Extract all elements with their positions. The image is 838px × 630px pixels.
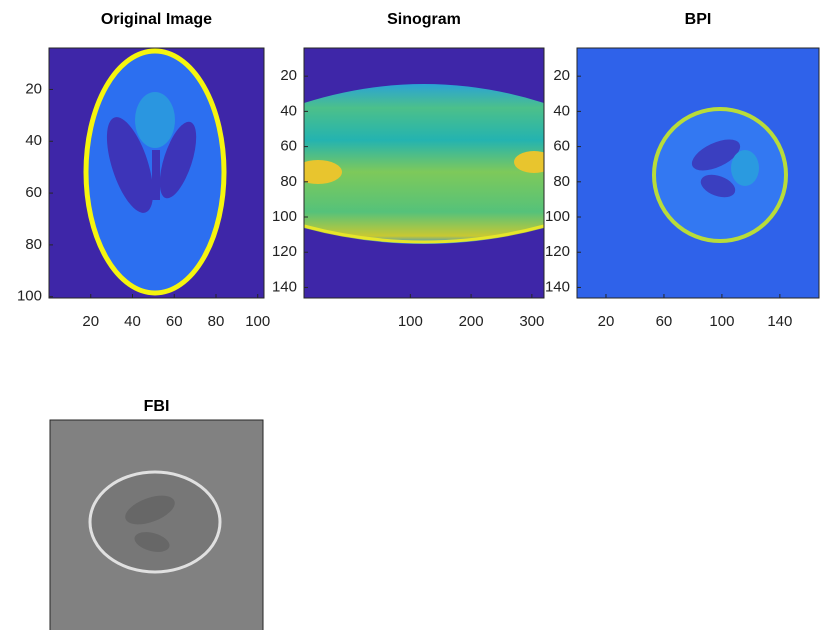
x-tick-label: 140 <box>767 313 792 330</box>
y-tick-label: 20 <box>553 67 570 84</box>
y-tick-label: 40 <box>280 102 297 119</box>
x-tick-label: 100 <box>398 313 423 330</box>
x-tick-label: 200 <box>459 313 484 330</box>
chart-title: Sinogram <box>387 11 461 28</box>
page: {"chart_data": [ {"type": "image", "titl… <box>0 0 838 630</box>
y-tick-label: 40 <box>25 132 42 149</box>
chart-title: BPI <box>685 11 712 28</box>
image-fbi <box>50 420 263 630</box>
y-tick-label: 100 <box>17 288 42 305</box>
y-tick-label: 80 <box>25 236 42 253</box>
y-tick-label: 80 <box>553 173 570 190</box>
image-original <box>49 48 264 298</box>
y-tick-label: 100 <box>545 208 570 225</box>
y-tick-label: 140 <box>272 278 297 295</box>
chart-title: Original Image <box>101 11 212 28</box>
x-tick-label: 60 <box>166 313 183 330</box>
x-tick-label: 300 <box>519 313 544 330</box>
y-tick-label: 120 <box>272 243 297 260</box>
image-bpi <box>577 48 819 298</box>
x-tick-label: 20 <box>598 313 615 330</box>
x-tick-label: 20 <box>82 313 99 330</box>
y-tick-label: 120 <box>545 243 570 260</box>
y-tick-label: 60 <box>25 184 42 201</box>
y-tick-label: 140 <box>545 278 570 295</box>
y-tick-label: 100 <box>272 208 297 225</box>
y-tick-label: 60 <box>280 138 297 155</box>
x-tick-label: 80 <box>208 313 225 330</box>
x-tick-label: 100 <box>709 313 734 330</box>
x-tick-label: 100 <box>245 313 270 330</box>
y-tick-label: 40 <box>553 102 570 119</box>
chart-title: FBI <box>144 398 170 415</box>
image-sinogram <box>294 48 554 298</box>
x-tick-label: 40 <box>124 313 141 330</box>
y-tick-label: 20 <box>25 80 42 97</box>
x-tick-label: 60 <box>656 313 673 330</box>
y-tick-label: 60 <box>553 138 570 155</box>
figure: Original Image 20 40 60 80 100 20 40 60 80 100 Sino… <box>0 0 838 630</box>
y-tick-label: 20 <box>280 67 297 84</box>
y-tick-label: 80 <box>280 173 297 190</box>
